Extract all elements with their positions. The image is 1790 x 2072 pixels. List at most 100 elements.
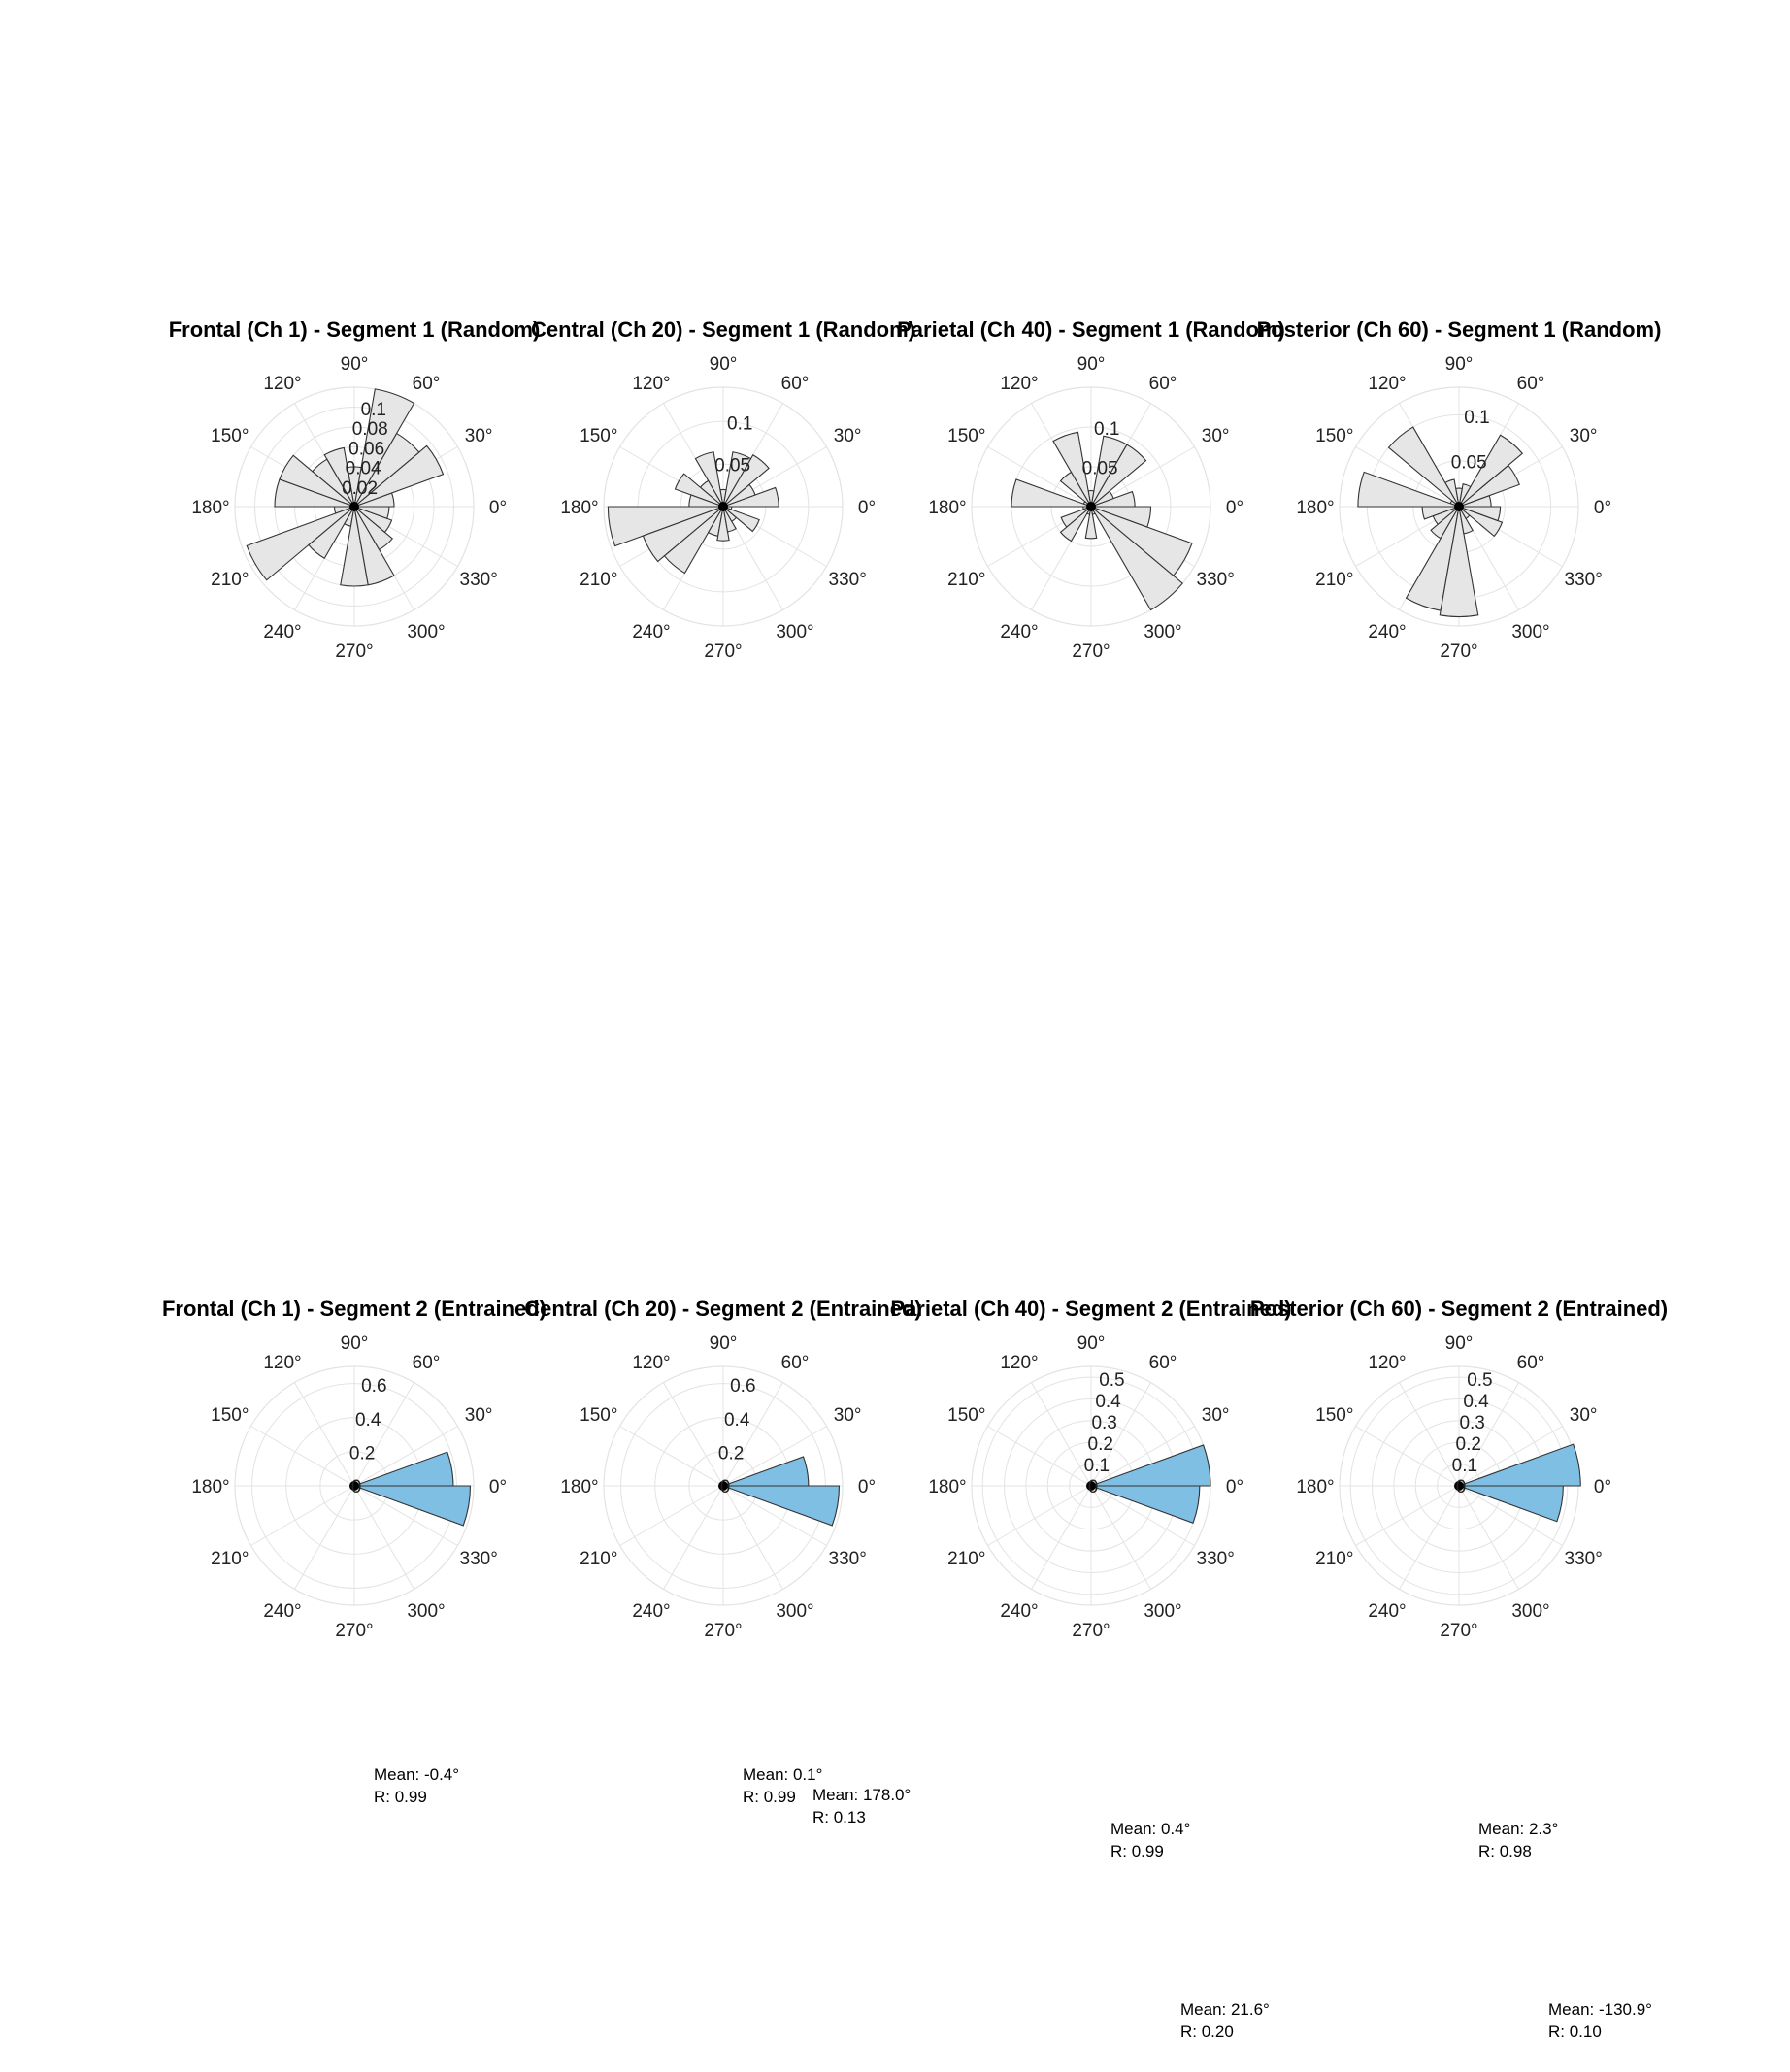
- theta-spoke: [1458, 1485, 1519, 1590]
- theta-tick-label: 330°: [829, 1549, 867, 1569]
- r-tick-label: 0.2: [349, 1443, 375, 1464]
- theta-tick-label: 150°: [580, 426, 617, 446]
- theta-tick-label: 180°: [1296, 1477, 1334, 1497]
- theta-tick-label: 300°: [1511, 622, 1549, 642]
- polar-panel-5: Frontal (Ch 1) - Segment 2 (Entrained) 0°…: [162, 1297, 547, 1806]
- theta-spoke: [294, 1382, 355, 1487]
- theta-spoke: [250, 1426, 355, 1487]
- theta-spoke: [663, 1382, 724, 1487]
- histogram-bar: [353, 506, 390, 519]
- histogram-bar: [722, 506, 760, 533]
- theta-tick-label: 180°: [560, 498, 598, 518]
- annotation-r: R: 0.99: [374, 1788, 427, 1806]
- theta-spoke: [722, 1485, 827, 1546]
- histogram-bar: [353, 444, 445, 508]
- theta-tick-label: 90°: [1445, 1333, 1474, 1354]
- theta-tick-label: 0°: [1594, 1477, 1611, 1497]
- theta-tick-label: 0°: [489, 498, 507, 518]
- theta-tick-label: 90°: [341, 1333, 369, 1354]
- theta-tick-label: 0°: [1594, 498, 1611, 518]
- theta-spoke: [619, 1426, 724, 1487]
- histogram-bar: [1090, 506, 1193, 576]
- histogram-bar: [1090, 435, 1128, 508]
- theta-spoke: [1355, 1485, 1460, 1546]
- theta-tick-label: 90°: [1077, 354, 1106, 375]
- histogram-bar: [1090, 1444, 1211, 1487]
- theta-spoke: [353, 1426, 458, 1487]
- r-tick-label: 0.05: [714, 456, 750, 477]
- theta-spoke: [353, 1382, 414, 1487]
- annotation-r: R: 0.20: [1180, 2023, 1234, 2041]
- theta-tick-label: 210°: [211, 570, 249, 590]
- theta-tick-label: 270°: [335, 641, 373, 662]
- panel-title: Central (Ch 20) - Segment 2 (Entrained): [524, 1297, 922, 1321]
- polar-panel-8: Posterior (Ch 60) - Segment 2 (Entrained…: [1250, 1297, 1668, 2041]
- center-marker: [1454, 1481, 1464, 1491]
- theta-tick-label: 270°: [1440, 641, 1477, 662]
- r-tick-label: 0.4: [724, 1410, 750, 1431]
- annotation-r: R: 0.10: [1548, 2023, 1602, 2041]
- panel-title: Parietal (Ch 40) - Segment 1 (Random): [897, 317, 1285, 342]
- histogram-bar: [1458, 1485, 1564, 1523]
- theta-tick-label: 270°: [1440, 1621, 1477, 1641]
- r-tick-label: 0.6: [730, 1376, 755, 1397]
- theta-tick-label: 240°: [1368, 1601, 1406, 1622]
- theta-spoke: [1355, 1426, 1460, 1487]
- histogram-bar: [674, 473, 724, 508]
- theta-spoke: [1458, 1485, 1563, 1546]
- annotation-mean: Mean: 2.3°: [1478, 1820, 1558, 1838]
- theta-spoke: [353, 1485, 414, 1590]
- histogram-bar: [1090, 506, 1183, 611]
- theta-tick-label: 330°: [460, 570, 498, 590]
- theta-spoke: [1399, 1485, 1460, 1590]
- theta-tick-label: 300°: [776, 622, 813, 642]
- theta-spoke: [1031, 1382, 1092, 1487]
- theta-tick-label: 330°: [1197, 570, 1235, 590]
- panel-title: Central (Ch 20) - Segment 1 (Random): [531, 317, 915, 342]
- polar-panel-6: Central (Ch 20) - Segment 2 (Entrained) 0…: [524, 1297, 922, 1826]
- theta-tick-label: 210°: [1315, 1549, 1353, 1569]
- theta-tick-label: 120°: [632, 1353, 670, 1373]
- theta-tick-label: 210°: [211, 1549, 249, 1569]
- histogram-bar: [1458, 506, 1502, 522]
- histogram-bar: [353, 506, 393, 534]
- center-marker: [1086, 1481, 1096, 1491]
- center-marker: [718, 1481, 728, 1491]
- theta-tick-label: 180°: [560, 1477, 598, 1497]
- r-tick-label: 0.5: [1467, 1370, 1492, 1391]
- theta-tick-label: 90°: [1445, 354, 1474, 375]
- theta-tick-label: 180°: [928, 1477, 966, 1497]
- r-tick-label: 0.2: [1456, 1434, 1481, 1455]
- histogram-bar: [246, 506, 355, 581]
- histogram-bar: [722, 1485, 841, 1527]
- theta-tick-label: 240°: [632, 1601, 670, 1622]
- theta-spoke: [294, 1485, 355, 1590]
- polar-panel-1: Frontal (Ch 1) - Segment 1 (Random) 0° 30°…: [169, 317, 541, 662]
- theta-spoke: [1090, 1426, 1195, 1487]
- center-marker: [349, 1481, 359, 1491]
- polar-panel-2: Central (Ch 20) - Segment 1 (Random) 0° 30…: [531, 317, 915, 662]
- r-tick-label: 0.1: [727, 413, 752, 434]
- theta-tick-label: 240°: [1000, 1601, 1038, 1622]
- histogram-bar: [1387, 426, 1460, 508]
- theta-tick-label: 0°: [858, 1477, 876, 1497]
- theta-tick-label: 210°: [947, 570, 985, 590]
- theta-tick-label: 60°: [413, 374, 441, 394]
- theta-tick-label: 300°: [407, 1601, 445, 1622]
- theta-tick-label: 0°: [489, 1477, 507, 1497]
- histogram-bar: [353, 506, 395, 586]
- histogram-bar: [663, 506, 724, 575]
- histogram-bar: [1011, 478, 1092, 508]
- panel-title: Frontal (Ch 1) - Segment 2 (Entrained): [162, 1297, 547, 1321]
- theta-tick-label: 240°: [263, 1601, 301, 1622]
- r-tick-label: 0.3: [1459, 1413, 1484, 1433]
- polar-panel-7: Parietal (Ch 40) - Segment 2 (Entrained)…: [890, 1297, 1291, 2041]
- histogram-bar: [1458, 434, 1524, 508]
- theta-tick-label: 300°: [1144, 622, 1181, 642]
- panel-title: Posterior (Ch 60) - Segment 1 (Random): [1257, 317, 1662, 342]
- theta-tick-label: 90°: [1077, 1333, 1106, 1354]
- theta-tick-label: 30°: [1570, 1405, 1598, 1426]
- theta-tick-label: 300°: [1144, 1601, 1181, 1622]
- theta-tick-label: 60°: [1149, 374, 1177, 394]
